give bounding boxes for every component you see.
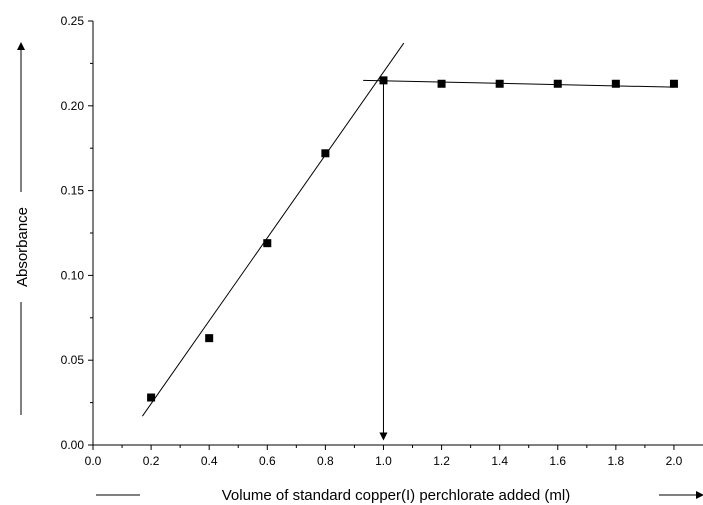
data-point [611,79,620,88]
y-tick-label: 0.00 [61,438,85,452]
fit-line [141,42,405,417]
y-tick-label: 0.05 [61,353,85,367]
y-tick-label: 0.20 [61,99,85,113]
y-tick-label: 0.25 [61,14,85,28]
x-tick-label: 1.6 [549,454,566,468]
data-point [669,79,678,88]
data-points [147,76,678,402]
y-tick-label: 0.15 [61,184,85,198]
data-point [437,79,446,88]
x-tick-label: 0.2 [143,454,160,468]
data-point [321,149,330,158]
x-tick-label: 1.0 [375,454,392,468]
x-tick-label: 1.8 [608,454,625,468]
x-tick-label: 1.2 [433,454,450,468]
x-tick-label: 1.4 [491,454,508,468]
x-axis-ticks: 0.0 0.2 0.4 0.6 0.8 1.0 1.2 1.4 1.6 1.8 2.0 [85,445,683,468]
data-point [205,334,214,343]
data-point [553,79,562,88]
data-point [147,393,156,402]
x-tick-label: 0.6 [259,454,276,468]
x-tick-label: 0.0 [85,454,102,468]
x-tick-label: 2.0 [666,454,683,468]
fit-lines [141,42,674,417]
data-point [495,79,504,88]
fit-line [363,79,674,88]
x-axis-title: Volume of standard copper(I) perchlorate… [222,487,571,504]
y-axis-ticks: 0.00 0.05 0.10 0.15 0.20 0.25 [61,14,93,452]
x-tick-label: 0.8 [317,454,334,468]
data-point [379,76,388,85]
axes [92,21,703,446]
data-point [263,239,272,248]
y-axis-title: Absorbance [14,207,31,287]
x-tick-label: 0.4 [201,454,218,468]
y-tick-label: 0.10 [61,268,85,282]
